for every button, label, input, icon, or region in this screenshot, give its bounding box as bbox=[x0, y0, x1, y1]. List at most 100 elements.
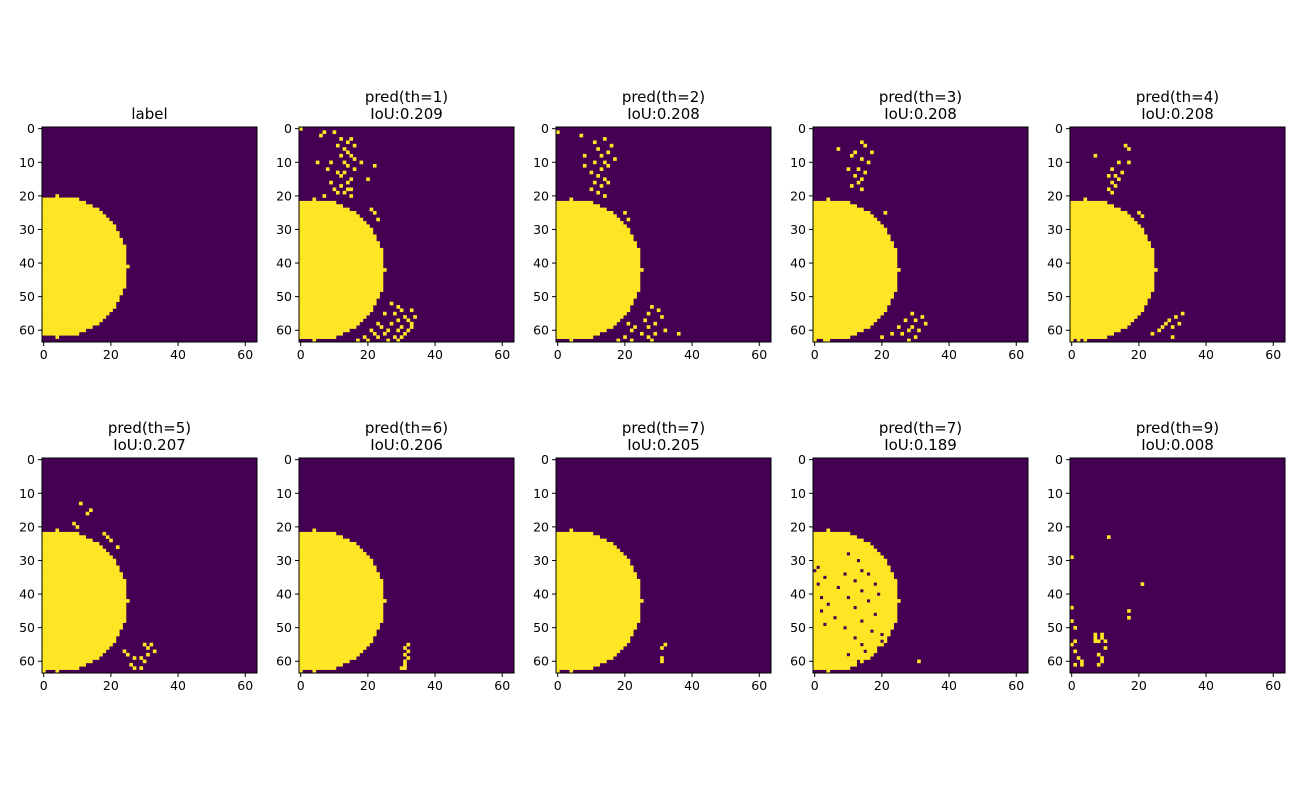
x-tick-label: 0 bbox=[1068, 347, 1076, 362]
y-tick-label: 50 bbox=[790, 620, 806, 635]
x-tick-label: 20 bbox=[874, 678, 890, 693]
panel-2: 0 20 40 60 0 10 20 30 40 50 60 pred(th=2)IoU:0.208 bbox=[533, 88, 772, 362]
mask-run bbox=[42, 656, 100, 660]
panel-subtitle: IoU:0.189 bbox=[884, 436, 957, 454]
mask-blob bbox=[42, 528, 130, 674]
mask-pixel bbox=[603, 177, 607, 182]
mask-run bbox=[299, 652, 360, 657]
mask-pixel bbox=[626, 217, 631, 222]
mask-run bbox=[813, 318, 878, 323]
mask-pixel bbox=[339, 174, 343, 178]
x-tick-label: 40 bbox=[170, 678, 186, 693]
mask-pixel bbox=[1080, 659, 1084, 664]
mask-run bbox=[42, 595, 127, 600]
mask-run bbox=[312, 338, 317, 343]
mask-pixel bbox=[1170, 325, 1175, 329]
mask-run bbox=[42, 281, 127, 286]
mask-pixel bbox=[369, 328, 374, 333]
mask-run bbox=[846, 572, 868, 576]
mask-pixel bbox=[663, 642, 668, 647]
mask-run bbox=[42, 247, 127, 252]
y-tick-label: 60 bbox=[276, 323, 292, 338]
mask-pixel bbox=[1157, 328, 1161, 333]
mask-run bbox=[813, 592, 878, 597]
mask-pixel bbox=[653, 331, 658, 336]
mask-pixel bbox=[883, 210, 888, 215]
mask-pixel bbox=[409, 325, 414, 329]
mask-run bbox=[556, 210, 614, 215]
heatmap-background bbox=[1070, 458, 1285, 673]
mask-run bbox=[556, 535, 600, 539]
mask-run bbox=[1070, 284, 1155, 289]
mask-dots bbox=[917, 659, 921, 664]
panel-title: pred(th=6) bbox=[365, 419, 448, 437]
mask-run bbox=[1070, 251, 1155, 255]
mask-run bbox=[556, 589, 641, 593]
mask-pixel bbox=[910, 311, 915, 316]
mask-pixel bbox=[342, 160, 347, 165]
mask-run bbox=[813, 231, 888, 235]
mask-run bbox=[299, 234, 377, 239]
mask-run bbox=[42, 207, 100, 212]
mask-pixel bbox=[676, 331, 681, 336]
mask-run bbox=[299, 666, 337, 670]
mask-run bbox=[813, 251, 898, 255]
mask-run bbox=[813, 321, 874, 326]
mask-run bbox=[556, 231, 631, 235]
mask-pixel bbox=[1080, 662, 1084, 667]
mask-run bbox=[813, 274, 898, 279]
mask-run bbox=[299, 565, 377, 570]
mask-pixel bbox=[346, 163, 350, 168]
y-tick-label: 10 bbox=[19, 486, 35, 501]
mask-pixel bbox=[1093, 153, 1098, 158]
mask-run bbox=[556, 585, 641, 590]
y-tick-label: 60 bbox=[1047, 654, 1063, 669]
mask-run bbox=[42, 555, 113, 560]
mask-run bbox=[813, 284, 898, 289]
mask-pixel bbox=[376, 335, 380, 339]
mask-pixel bbox=[1100, 656, 1104, 660]
y-tick-label: 0 bbox=[27, 121, 35, 136]
mask-run bbox=[42, 592, 127, 597]
mask-pixel bbox=[917, 659, 921, 664]
mask-run bbox=[299, 288, 384, 292]
mask-run bbox=[813, 589, 861, 593]
mask-run bbox=[826, 575, 894, 580]
mask-pixel bbox=[409, 321, 414, 326]
mask-pixel bbox=[633, 325, 637, 329]
mask-run bbox=[813, 301, 891, 306]
mask-pixel bbox=[72, 521, 76, 526]
panel-title: pred(th=2) bbox=[622, 88, 705, 106]
mask-pixel bbox=[299, 127, 303, 131]
mask-pixel bbox=[1073, 625, 1078, 630]
mask-run bbox=[556, 578, 641, 583]
mask-run bbox=[556, 207, 607, 212]
mask-pixel bbox=[352, 143, 357, 148]
mask-run bbox=[556, 227, 631, 232]
mask-run bbox=[299, 221, 367, 225]
mask-pixel bbox=[860, 187, 864, 192]
mask-run bbox=[299, 656, 357, 660]
x-tick-label: 20 bbox=[617, 347, 633, 362]
y-tick-label: 20 bbox=[276, 188, 292, 203]
y-tick-label: 40 bbox=[533, 256, 549, 271]
mask-pixel bbox=[399, 666, 404, 670]
mask-run bbox=[863, 642, 884, 647]
mask-run bbox=[1070, 231, 1145, 235]
mask-pixel bbox=[1177, 321, 1182, 326]
mask-run bbox=[1070, 268, 1158, 272]
mask-pixel bbox=[596, 174, 600, 178]
panel-subtitle: IoU:0.209 bbox=[370, 105, 443, 123]
mask-run bbox=[813, 619, 861, 623]
mask-pixel bbox=[896, 325, 901, 329]
mask-run bbox=[1083, 197, 1088, 202]
axes-frame bbox=[812, 126, 1029, 343]
x-tick-label: 0 bbox=[554, 347, 562, 362]
x-tick-label: 60 bbox=[1265, 678, 1281, 693]
mask-pixel bbox=[142, 642, 147, 647]
x-tick-label: 40 bbox=[1198, 347, 1214, 362]
x-tick-label: 0 bbox=[40, 347, 48, 362]
mask-pixel bbox=[1180, 311, 1185, 316]
mask-run bbox=[299, 204, 343, 208]
